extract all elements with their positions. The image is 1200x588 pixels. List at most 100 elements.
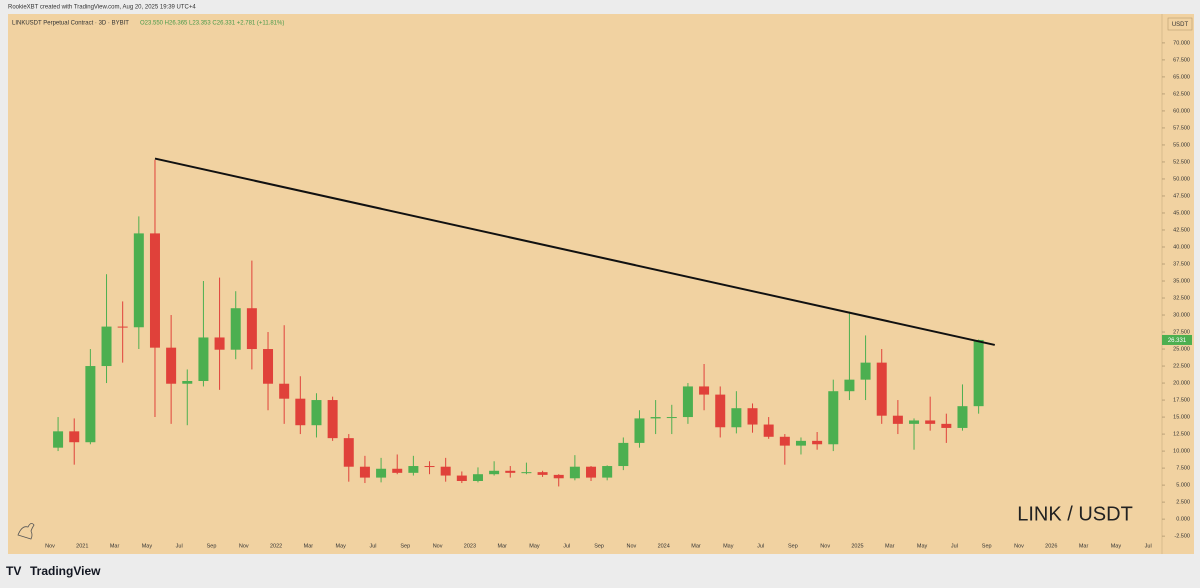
x-tick-label: Nov	[627, 543, 637, 549]
symbol: LINKUSDT Perpetual Contract · 3D · BYBIT	[12, 21, 129, 27]
candle-body	[537, 472, 548, 475]
y-tick-label: 45.000	[1173, 210, 1190, 216]
x-tick-label: May	[917, 543, 928, 549]
candle-body	[85, 366, 96, 443]
candle-body	[699, 386, 710, 395]
candle-body	[779, 436, 790, 446]
y-tick-label: 27.500	[1173, 329, 1190, 335]
candle-body	[553, 474, 564, 479]
candle-body	[456, 475, 467, 481]
candle-body	[795, 440, 806, 446]
candle-body	[133, 233, 144, 328]
candle-body	[763, 424, 774, 437]
y-tick-label: 2.500	[1176, 500, 1190, 506]
candle-body	[408, 466, 419, 473]
candle-body	[634, 418, 645, 443]
candle-body	[909, 420, 920, 424]
candle-body	[957, 406, 968, 428]
x-tick-label: Nov	[1014, 543, 1024, 549]
candle-body	[731, 408, 742, 428]
x-tick-label: 2026	[1045, 543, 1057, 549]
y-tick-label: 7.500	[1176, 466, 1190, 472]
candle-body	[166, 347, 177, 384]
watermark: LINK / USDT	[1017, 503, 1133, 525]
y-tick-label: 37.500	[1173, 261, 1190, 267]
y-tick-label: 17.500	[1173, 398, 1190, 404]
candle-body	[860, 362, 871, 380]
x-tick-label: Mar	[885, 543, 895, 549]
candle-body	[359, 466, 370, 478]
candle-body	[101, 326, 112, 367]
candle-body	[569, 466, 580, 479]
y-tick-label: 50.000	[1173, 176, 1190, 182]
candle-body	[230, 308, 241, 350]
candle-body	[844, 379, 855, 392]
candle-body	[149, 233, 160, 348]
candle-body	[521, 472, 532, 474]
candle-body	[505, 470, 516, 473]
x-tick-label: Nov	[239, 543, 249, 549]
y-tick-label: 67.500	[1173, 57, 1190, 63]
candle-body	[343, 438, 354, 467]
y-tick-label: 10.000	[1173, 449, 1190, 455]
y-tick-label: 42.500	[1173, 227, 1190, 233]
brand: TradingView	[30, 564, 101, 578]
y-tick-label: 12.500	[1173, 432, 1190, 438]
candle-body	[828, 391, 839, 445]
x-tick-label: May	[142, 543, 153, 549]
x-tick-label: May	[1111, 543, 1122, 549]
x-tick-label: 2021	[76, 543, 88, 549]
y-tick-label: 35.000	[1173, 278, 1190, 284]
x-tick-label: Jul	[176, 543, 183, 549]
x-tick-label: May	[529, 543, 540, 549]
candle-body	[941, 423, 952, 428]
x-tick-label: Sep	[400, 543, 410, 549]
x-tick-label: Sep	[207, 543, 217, 549]
trendline	[154, 157, 995, 346]
x-tick-label: 2024	[658, 543, 670, 549]
y-tick-label: 60.000	[1173, 108, 1190, 114]
candle-body	[715, 394, 726, 428]
candle-body	[812, 440, 823, 445]
x-tick-label: May	[336, 543, 347, 549]
candle-body	[892, 415, 903, 424]
candle-body	[311, 400, 322, 426]
candle-body	[327, 400, 338, 439]
x-tick-label: Sep	[594, 543, 604, 549]
candle-body	[376, 468, 387, 478]
currency-box[interactable]	[1167, 17, 1193, 31]
x-tick-label: Nov	[433, 543, 443, 549]
candle-body	[973, 339, 984, 407]
y-tick-label: 20.000	[1173, 380, 1190, 386]
candle-body	[925, 420, 936, 424]
y-tick-label: 40.000	[1173, 244, 1190, 250]
candle-body	[586, 466, 597, 478]
x-tick-label: 2023	[464, 543, 476, 549]
ohlc-legend: O23.550 H26.365 L23.353 C26.331 +2.781 (…	[140, 21, 284, 27]
y-tick-label: 47.500	[1173, 193, 1190, 199]
x-tick-label: Mar	[110, 543, 120, 549]
candle-body	[876, 362, 887, 416]
y-tick-label: 0.000	[1176, 517, 1190, 523]
candle-body	[650, 417, 661, 419]
y-tick-label: 62.500	[1173, 91, 1190, 97]
x-tick-label: Jul	[757, 543, 764, 549]
chart-panel	[8, 14, 1194, 554]
y-tick-label: 55.000	[1173, 142, 1190, 148]
x-tick-label: Mar	[304, 543, 314, 549]
y-tick-label: 57.500	[1173, 125, 1190, 131]
credit: RookieXBT created with TradingView.com, …	[8, 5, 196, 11]
y-tick-label: 52.500	[1173, 159, 1190, 165]
candle-body	[182, 381, 193, 384]
x-tick-label: Mar	[497, 543, 507, 549]
y-tick-label: 65.000	[1173, 74, 1190, 80]
y-tick-label: -2.500	[1174, 534, 1190, 540]
candle-body	[424, 466, 435, 468]
svg-text:TV: TV	[6, 564, 21, 578]
price-badge-label: 26.331	[1168, 338, 1187, 344]
candle-body	[618, 442, 629, 467]
x-tick-label: Jul	[951, 543, 958, 549]
candle-body	[666, 417, 677, 419]
x-tick-label: Sep	[982, 543, 992, 549]
